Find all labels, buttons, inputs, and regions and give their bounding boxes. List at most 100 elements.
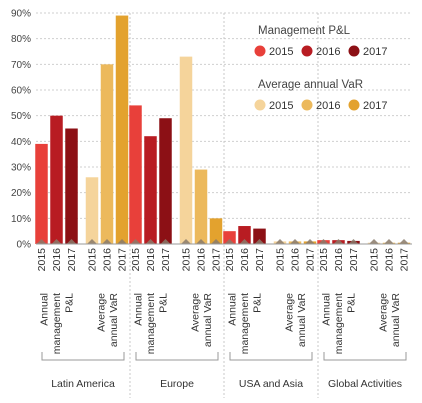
y-axis: 0% 10% 20% 30% 40% 50% 60% 70% 80% 90% xyxy=(11,9,31,251)
bar xyxy=(35,143,48,244)
metric-label: Annual xyxy=(133,293,145,326)
baseline-marker xyxy=(239,239,250,244)
x-tick-label: 2016 xyxy=(333,248,345,272)
region-bracket xyxy=(323,352,407,361)
region-bracket xyxy=(41,352,125,361)
x-tick-label: 2017 xyxy=(160,248,172,272)
bar xyxy=(144,136,157,244)
baseline-marker xyxy=(254,239,265,244)
baseline-marker xyxy=(117,239,127,244)
legend-label: 2015 xyxy=(269,46,293,58)
x-tick-label: 2015 xyxy=(130,248,142,272)
metric-label: annual VaR xyxy=(202,293,214,348)
metric-label: Annual xyxy=(321,293,333,326)
metric-label: annual VaR xyxy=(108,293,120,348)
legend-label: 2017 xyxy=(363,100,387,112)
x-tick-label: 2015 xyxy=(181,248,193,272)
gridlines xyxy=(36,12,412,398)
baseline-marker xyxy=(384,239,394,244)
metric-label: management xyxy=(333,293,345,354)
legend-label: 2016 xyxy=(316,46,340,58)
x-tick-label: 2015 xyxy=(36,248,48,272)
bars xyxy=(35,15,411,245)
bar xyxy=(209,218,223,244)
x-tick-label: 2017 xyxy=(211,248,223,272)
x-tick-label: 2017 xyxy=(305,248,317,272)
bar xyxy=(115,15,129,245)
x-tick-label: 2015 xyxy=(224,248,236,272)
y-tick-label: 80% xyxy=(11,34,31,45)
bar xyxy=(194,169,208,244)
legend-swatch xyxy=(254,45,266,57)
metric-label: Average xyxy=(377,293,389,332)
y-tick-label: 10% xyxy=(11,214,31,225)
metric-label: P&L xyxy=(346,293,358,313)
region-label: Latin America xyxy=(51,378,115,390)
x-tick-label: 2017 xyxy=(348,248,360,272)
metric-label: P&L xyxy=(252,293,264,313)
bar xyxy=(159,118,172,244)
metric-label: annual VaR xyxy=(296,293,308,348)
baseline-marker xyxy=(348,239,359,244)
legend-label: 2015 xyxy=(269,100,293,112)
baseline-marker xyxy=(399,239,409,244)
region-label: Europe xyxy=(160,378,194,390)
region-label: USA and Asia xyxy=(239,378,303,390)
bar xyxy=(179,56,193,245)
y-tick-label: 0% xyxy=(17,240,32,251)
x-tick-label: 2017 xyxy=(117,248,129,272)
metric-label: management xyxy=(145,293,157,354)
baseline-marker xyxy=(211,239,221,244)
legend-title: Management P&L xyxy=(258,25,351,37)
bar xyxy=(50,115,63,245)
x-tick-label: 2015 xyxy=(318,248,330,272)
metric-label: P&L xyxy=(64,293,76,313)
y-tick-label: 60% xyxy=(11,86,31,97)
legend-swatch xyxy=(348,99,360,111)
baseline-marker xyxy=(145,239,156,244)
metric-label: P&L xyxy=(158,293,170,313)
x-tick-label: 2016 xyxy=(239,248,251,272)
baseline-marker xyxy=(369,239,379,244)
baseline-marker xyxy=(290,239,300,244)
baseline-marker xyxy=(87,239,97,244)
legend-swatch xyxy=(301,45,313,57)
x-tick-label: 2016 xyxy=(384,248,396,272)
baseline-marker xyxy=(318,239,329,244)
metric-label: annual VaR xyxy=(390,293,402,348)
bar xyxy=(65,128,78,244)
metric-label: Annual xyxy=(39,293,51,326)
bar xyxy=(223,231,236,244)
metric-label: Average xyxy=(189,293,201,332)
baseline-marker xyxy=(224,239,235,244)
y-tick-label: 30% xyxy=(11,163,31,174)
baseline-marker xyxy=(51,239,62,244)
baseline-marker xyxy=(181,239,191,244)
y-tick-label: 20% xyxy=(11,188,31,199)
x-tick-label: 2015 xyxy=(369,248,381,272)
metric-label: Annual xyxy=(227,293,239,326)
baseline-marker xyxy=(66,239,77,244)
y-tick-label: 70% xyxy=(11,60,31,71)
baseline-marker xyxy=(160,239,171,244)
baseline-marker xyxy=(196,239,206,244)
y-tick-label: 90% xyxy=(11,9,31,20)
x-tick-label: 2016 xyxy=(102,248,114,272)
baseline-marker xyxy=(305,239,315,244)
bar xyxy=(238,226,251,244)
x-tick-label: 2017 xyxy=(254,248,266,272)
y-tick-label: 50% xyxy=(11,111,31,122)
legend-label: 2016 xyxy=(316,100,340,112)
region-label: Global Activities xyxy=(328,378,402,390)
bar xyxy=(253,228,266,244)
legend-swatch xyxy=(254,99,266,111)
x-tick-label: 2015 xyxy=(87,248,99,272)
metric-label: management xyxy=(239,293,251,354)
baseline-marker xyxy=(275,239,285,244)
y-tick-label: 40% xyxy=(11,137,31,148)
baseline-marker xyxy=(36,239,47,244)
x-tick-label: 2016 xyxy=(145,248,157,272)
x-tick-label: 2016 xyxy=(196,248,208,272)
